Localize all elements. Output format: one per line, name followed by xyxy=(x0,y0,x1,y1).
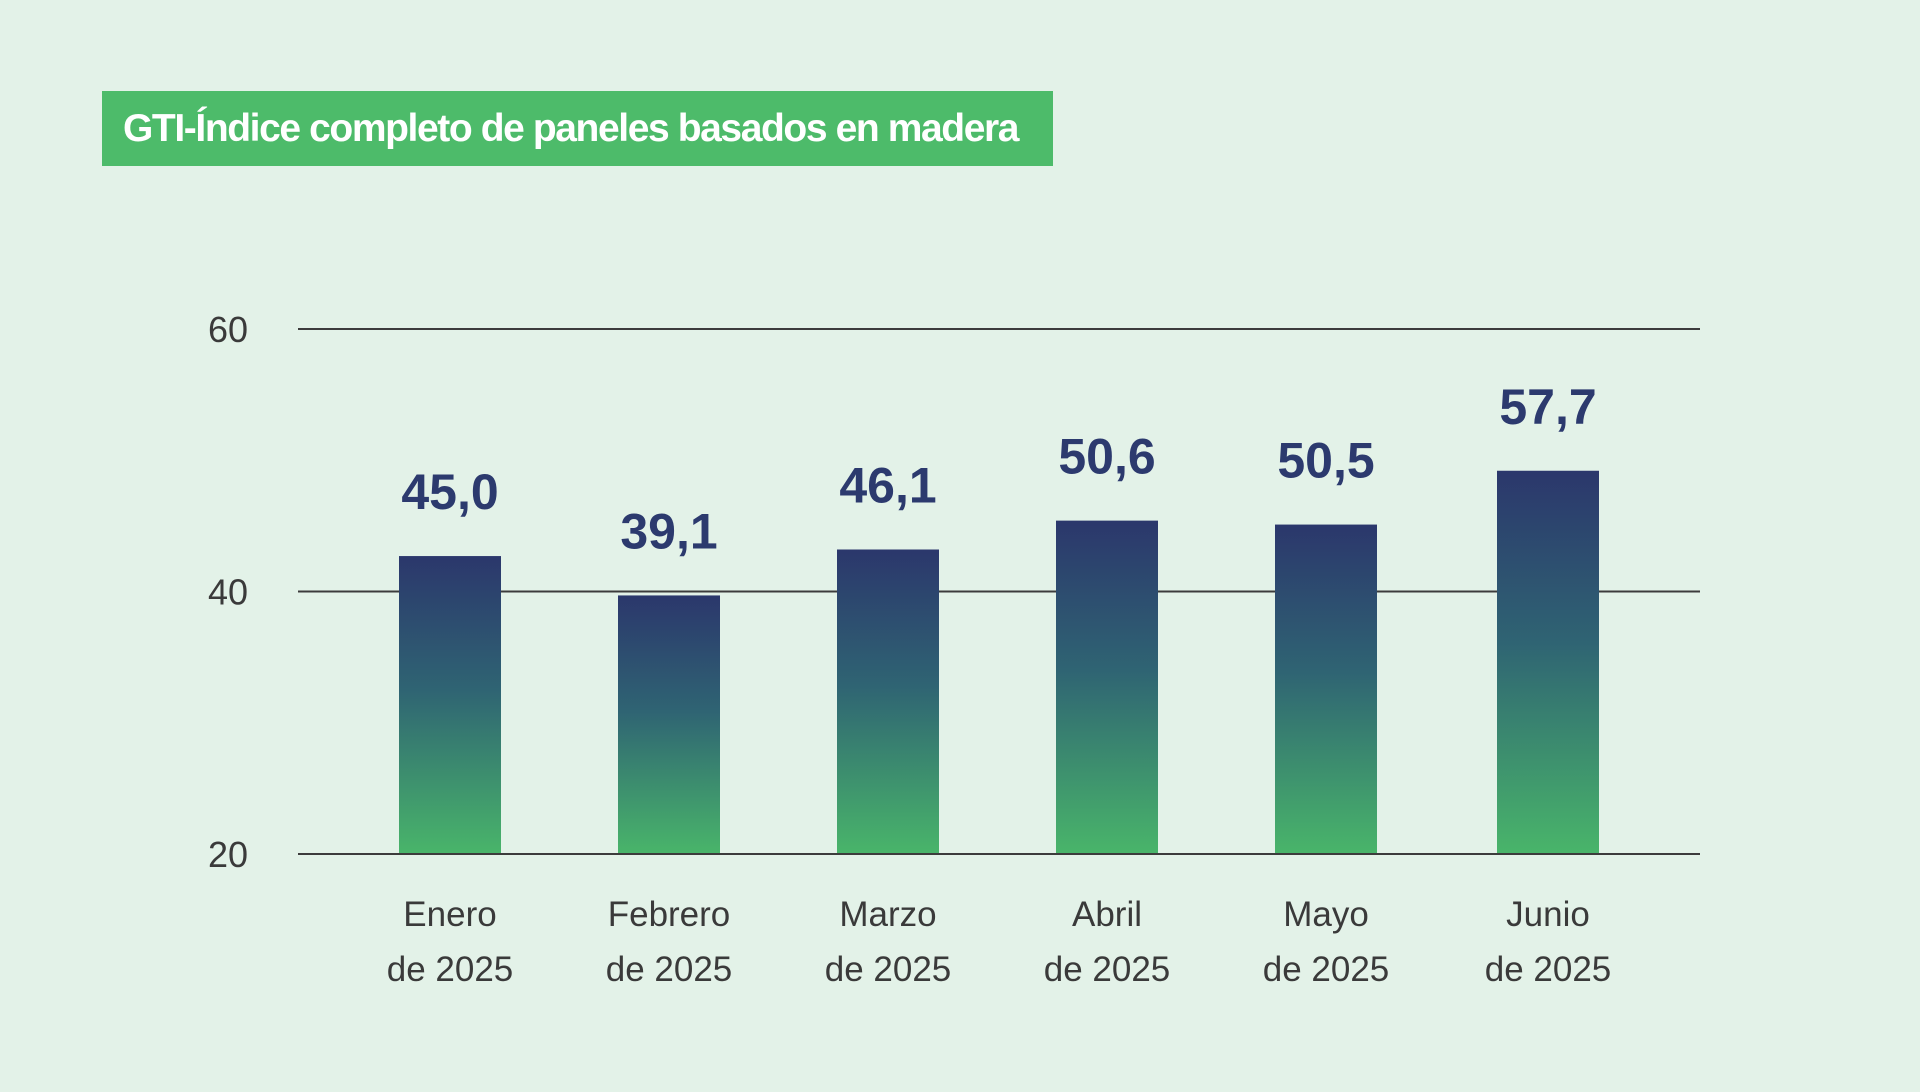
x-tick-label: Marzo xyxy=(839,895,936,934)
bar-febrero xyxy=(618,595,720,854)
value-label: 50,6 xyxy=(1058,429,1155,485)
y-tick-label: 60 xyxy=(208,309,248,350)
x-tick-label: de 2025 xyxy=(1044,950,1171,989)
value-label: 46,1 xyxy=(839,458,936,514)
x-tick-label: de 2025 xyxy=(387,950,514,989)
value-label: 50,5 xyxy=(1277,433,1374,489)
x-tick-label: Junio xyxy=(1506,895,1590,934)
bar-junio xyxy=(1497,470,1599,854)
x-tick-label: Enero xyxy=(403,895,496,934)
bars xyxy=(399,470,1599,854)
value-label: 39,1 xyxy=(620,503,717,559)
x-tick-label: de 2025 xyxy=(825,950,952,989)
value-label: 57,7 xyxy=(1499,379,1596,435)
y-tick-label: 40 xyxy=(208,572,248,613)
x-tick-label: de 2025 xyxy=(606,950,733,989)
x-tick-label: Abril xyxy=(1072,895,1142,934)
bar-marzo xyxy=(837,549,939,854)
bar-mayo xyxy=(1275,524,1377,854)
chart-title-banner: GTI-Índice completo de paneles basados e… xyxy=(102,91,1053,166)
x-tick-label: Mayo xyxy=(1283,895,1369,934)
bar-enero xyxy=(399,556,501,854)
labels: 20 40 60 45,0 Enero de 2025 39,1 Febrero de 2025… xyxy=(208,309,1700,989)
y-tick-label: 20 xyxy=(208,834,248,875)
chart-title: GTI-Índice completo de paneles basados e… xyxy=(123,106,1019,150)
x-tick-label: de 2025 xyxy=(1485,950,1612,989)
x-tick-label: Febrero xyxy=(608,895,731,934)
x-tick-label: de 2025 xyxy=(1263,950,1390,989)
bar-abril xyxy=(1056,520,1158,854)
value-label: 45,0 xyxy=(401,464,498,520)
grid-lines xyxy=(298,328,1700,855)
